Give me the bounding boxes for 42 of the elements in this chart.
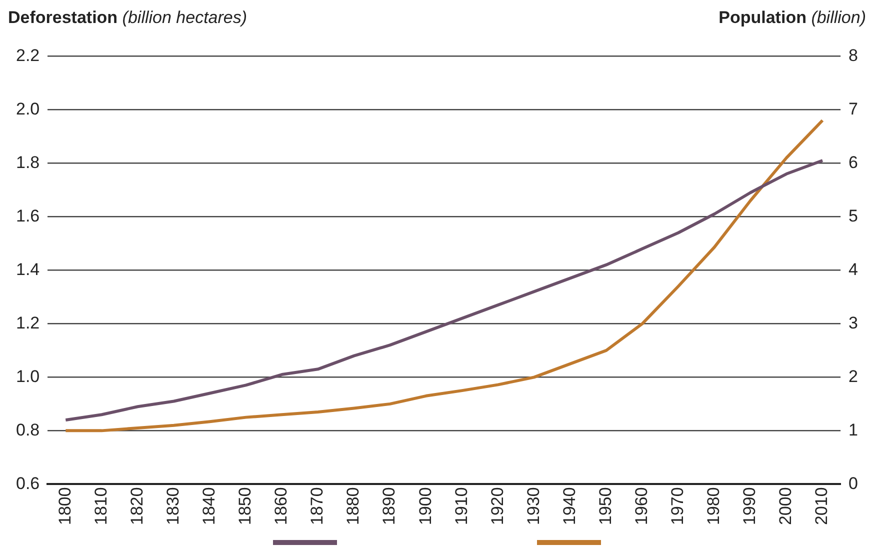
y2-tick-label: 7 [848,99,858,118]
y-axis-title: Deforestation (billion hectares) [8,8,248,27]
x-tick-label: 1980 [704,487,724,526]
x-tick-label: 1930 [524,487,543,526]
y-tick-label: 1.2 [16,313,40,332]
x-tick-label: 1820 [127,487,146,526]
y-tick-label: 2.0 [16,99,40,118]
y2-tick-label: 1 [848,420,858,440]
y2-tick-label: 2 [848,366,858,386]
y-tick-label: 0.6 [16,474,40,493]
x-tick-label: 1950 [596,487,615,526]
y2-tick-label: 3 [848,313,858,332]
x-tick-label: 2010 [812,487,832,526]
x-tick-label: 1920 [488,487,507,526]
y-tick-label: 1.6 [16,206,40,226]
y2-axis-title: Population (billion) [718,8,866,27]
x-tick-label: 2000 [776,487,796,526]
y2-tick-label: 4 [848,260,858,279]
y-tick-label: 1.4 [16,260,40,279]
x-tick-label: 1890 [380,487,399,526]
x-tick-label: 1840 [200,487,219,526]
y2-tick-label: 8 [848,46,858,65]
x-tick-label: 1850 [236,487,255,526]
x-tick-label: 1810 [91,487,110,526]
x-tick-label: 1870 [308,487,327,526]
x-tick-label: 1990 [740,487,760,526]
x-tick-label: 1940 [560,487,579,526]
y-tick-label: 0.8 [16,420,40,440]
x-tick-label: 1960 [632,487,652,526]
x-tick-label: 1830 [163,487,182,526]
x-tick-label: 1970 [668,487,688,526]
y-tick-label: 1.8 [16,152,40,172]
x-tick-label: 1880 [344,487,363,526]
y-tick-label: 2.2 [16,46,40,65]
y2-tick-label: 0 [848,474,858,493]
y-tick-label: 1.0 [16,366,40,386]
x-tick-label: 1910 [452,487,471,526]
y2-tick-label: 6 [848,152,858,172]
y2-tick-label: 5 [848,206,858,226]
x-tick-label: 1900 [416,487,435,526]
x-tick-label: 1800 [55,487,74,526]
x-tick-label: 1860 [272,487,291,526]
